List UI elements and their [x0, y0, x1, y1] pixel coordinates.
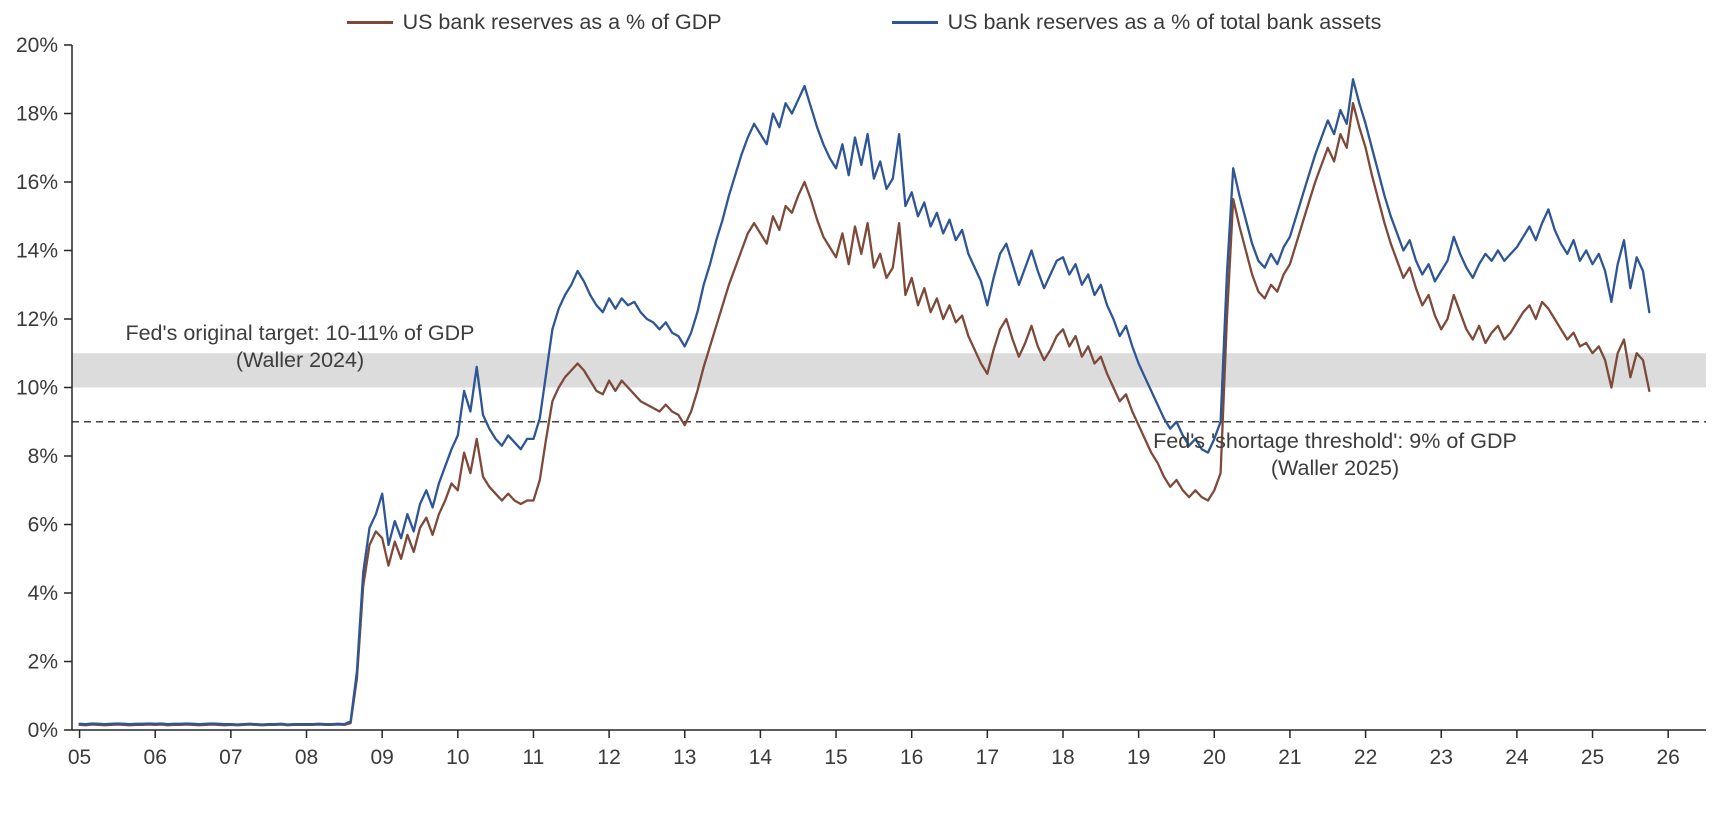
x-tick-label: 12: [597, 746, 620, 769]
annotation-target-band: Fed's original target: 10-11% of GDP (Wa…: [85, 320, 515, 374]
y-tick-label: 12%: [16, 308, 58, 331]
x-tick-label: 08: [295, 746, 318, 769]
x-tick-label: 13: [673, 746, 696, 769]
legend-line-swatch-gdp: [346, 21, 393, 24]
y-tick-label: 14%: [16, 240, 58, 263]
y-tick-label: 6%: [28, 514, 58, 537]
x-tick-label: 18: [1051, 746, 1074, 769]
x-tick-label: 05: [68, 746, 91, 769]
legend-label-gdp: US bank reserves as a % of GDP: [402, 10, 722, 34]
legend-label-assets: US bank reserves as a % of total bank as…: [947, 10, 1382, 34]
x-tick-label: 06: [144, 746, 167, 769]
y-tick-label: 16%: [16, 171, 58, 194]
legend-item-gdp: US bank reserves as a % of GDP: [346, 10, 722, 35]
x-tick-label: 16: [900, 746, 923, 769]
y-tick-label: 20%: [16, 34, 58, 57]
series-line-assets: [78, 78, 1651, 726]
y-tick-label: 18%: [16, 103, 58, 126]
y-tick-label: 0%: [28, 719, 58, 742]
x-tick-label: 19: [1127, 746, 1150, 769]
x-tick-label: 21: [1278, 746, 1301, 769]
x-tick-label: 17: [976, 746, 999, 769]
legend: US bank reserves as a % of GDP US bank r…: [0, 10, 1728, 35]
x-tick-label: 10: [446, 746, 469, 769]
x-tick-label: 26: [1656, 746, 1679, 769]
x-tick-label: 20: [1203, 746, 1226, 769]
annotation-target-line1: Fed's original target: 10-11% of GDP: [125, 321, 475, 345]
x-tick-label: 22: [1354, 746, 1377, 769]
legend-line-swatch-assets: [891, 21, 938, 24]
x-tick-label: 11: [523, 746, 545, 769]
y-tick-label: 2%: [28, 651, 58, 674]
y-tick-label: 4%: [28, 582, 58, 605]
x-tick-label: 23: [1430, 746, 1453, 769]
x-tick-label: 15: [824, 746, 847, 769]
target-band-rect: [72, 353, 1706, 388]
x-tick-label: 09: [370, 746, 393, 769]
legend-item-assets: US bank reserves as a % of total bank as…: [891, 10, 1382, 35]
annotation-threshold: Fed's 'shortage threshold': 9% of GDP (W…: [1100, 428, 1570, 482]
annotation-target-line2: (Waller 2024): [235, 348, 365, 372]
series-line-gdp: [78, 102, 1651, 727]
x-tick-label: 07: [219, 746, 242, 769]
x-tick-label: 14: [749, 746, 773, 769]
annotation-threshold-line1: Fed's 'shortage threshold': 9% of GDP: [1153, 429, 1517, 453]
annotation-threshold-line2: (Waller 2025): [1270, 456, 1400, 480]
y-tick-label: 8%: [28, 445, 58, 468]
y-tick-label: 10%: [16, 377, 58, 400]
x-tick-label: 25: [1581, 746, 1604, 769]
x-tick-label: 24: [1505, 746, 1529, 769]
